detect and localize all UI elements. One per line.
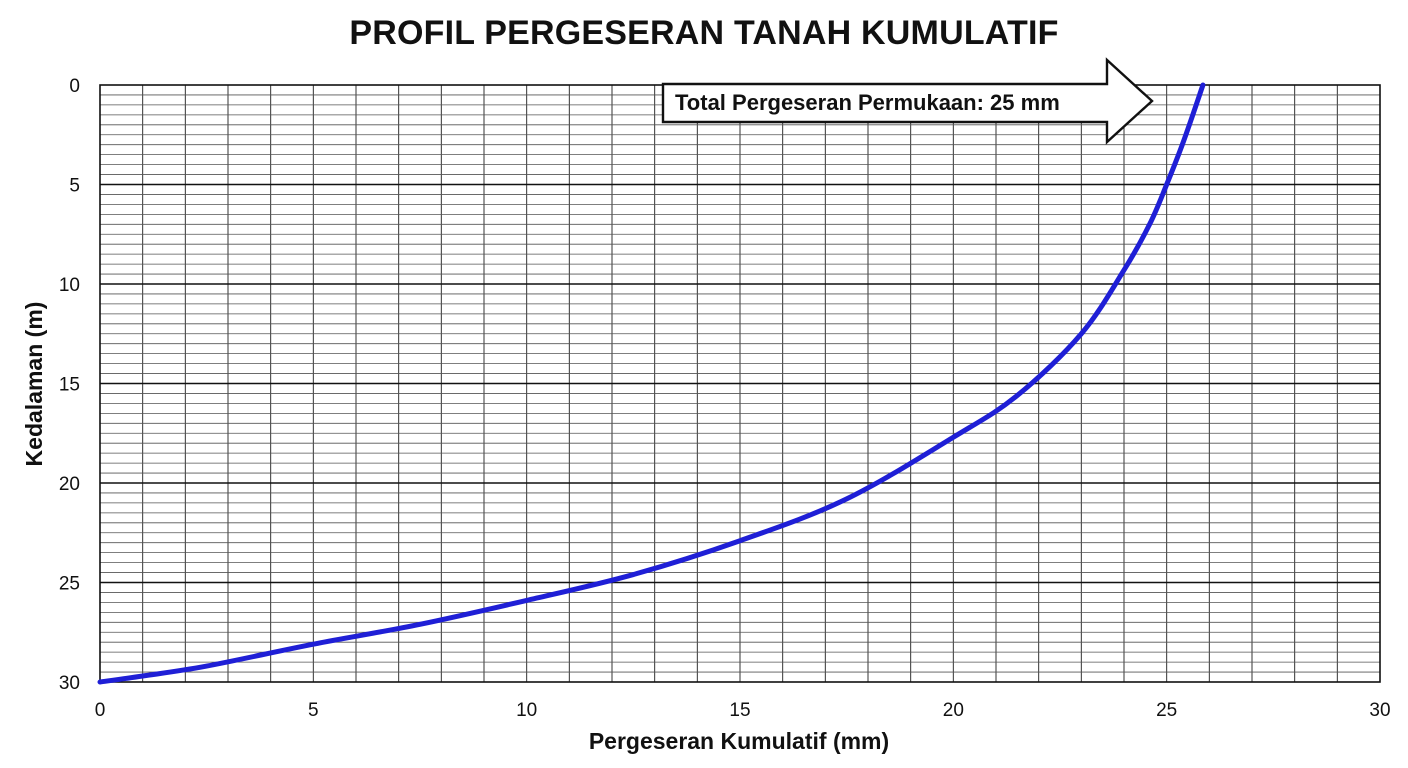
surface-displacement-callout: Total Pergeseran Permukaan: 25 mm xyxy=(661,57,1154,145)
x-tick-label: 15 xyxy=(729,700,750,721)
x-tick-label: 20 xyxy=(943,700,964,721)
series-layer xyxy=(97,82,1206,685)
y-tick-label: 30 xyxy=(59,673,80,694)
callout-text: Total Pergeseran Permukaan: 25 mm xyxy=(675,90,1060,115)
y-tick-label: 10 xyxy=(59,275,80,296)
y-tick-label: 0 xyxy=(69,76,80,97)
y-tick-labels: 0 5 10 15 20 25 30 xyxy=(59,76,80,694)
chart-title: PROFIL PERGESERAN TANAH KUMULATIF xyxy=(349,14,1059,52)
y-tick-label: 15 xyxy=(59,375,80,396)
displacement-curve xyxy=(97,82,1206,685)
callout-arrow-shape xyxy=(661,57,1154,145)
y-axis-title: Kedalaman (m) xyxy=(21,302,47,467)
x-tick-label: 25 xyxy=(1156,700,1177,721)
x-tick-labels: 0 5 10 15 20 25 30 xyxy=(95,700,1391,721)
x-tick-label: 0 xyxy=(95,700,106,721)
x-tick-label: 5 xyxy=(308,700,319,721)
y-tick-label: 25 xyxy=(59,574,80,595)
x-tick-label: 30 xyxy=(1369,700,1390,721)
x-tick-label: 10 xyxy=(516,700,537,721)
y-tick-label: 5 xyxy=(69,176,80,197)
x-axis-title: Pergeseran Kumulatif (mm) xyxy=(589,728,889,754)
y-tick-label: 20 xyxy=(59,474,80,495)
